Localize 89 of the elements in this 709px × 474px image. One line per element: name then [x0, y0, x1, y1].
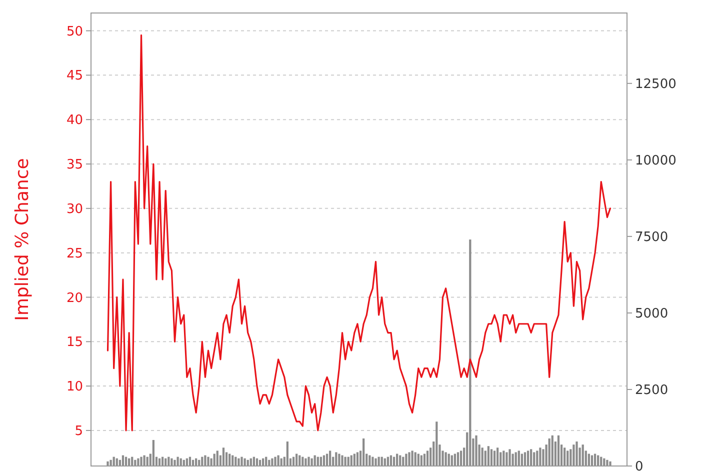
bar — [551, 435, 554, 466]
bar — [152, 440, 154, 466]
bar — [310, 458, 313, 466]
bar — [222, 448, 225, 466]
bar — [566, 450, 569, 466]
bar — [436, 422, 438, 466]
bar — [582, 444, 584, 466]
bar — [475, 435, 478, 466]
y-tick-label: 10 — [66, 380, 83, 395]
bar — [110, 460, 112, 466]
y2-tick-label: 0 — [635, 460, 644, 474]
bar — [271, 458, 274, 466]
y-axis-title: Implied % Chance — [12, 158, 33, 321]
bar — [426, 450, 429, 466]
bar — [469, 240, 472, 466]
bar — [536, 450, 538, 466]
bar — [557, 435, 560, 466]
bar — [204, 455, 206, 466]
y-tick-label: 45 — [66, 68, 83, 84]
bar — [609, 461, 612, 466]
bar — [564, 448, 566, 466]
y2-tick-label: 7500 — [635, 230, 668, 245]
bar — [143, 455, 146, 466]
bar — [444, 452, 447, 466]
bar — [335, 452, 338, 466]
line-series — [106, 34, 612, 432]
bar — [487, 446, 490, 466]
y-tick-label: 5 — [74, 424, 83, 440]
bar — [372, 456, 374, 466]
bar — [524, 452, 526, 466]
bar — [329, 450, 332, 466]
bar — [572, 444, 575, 466]
bar — [533, 452, 536, 466]
y2-tick-label: 5000 — [635, 306, 668, 322]
bar — [539, 448, 542, 466]
y2-tick-label: 10000 — [635, 153, 676, 168]
bar — [344, 456, 346, 466]
y-tick-label: 15 — [66, 335, 83, 350]
bar — [207, 456, 210, 466]
y2-tick-label: 2500 — [635, 383, 668, 398]
y-tick-label: 40 — [66, 113, 83, 128]
bar — [286, 442, 288, 466]
bar — [493, 450, 496, 466]
bar — [576, 442, 578, 466]
bar — [174, 460, 176, 466]
bar — [508, 449, 511, 466]
bar — [460, 450, 462, 466]
bar — [341, 455, 344, 466]
bar — [414, 452, 416, 466]
bar — [137, 458, 140, 466]
bar — [274, 456, 276, 466]
bar — [378, 456, 380, 466]
bar — [170, 458, 173, 466]
bar — [526, 450, 530, 466]
bar — [530, 449, 532, 466]
y2-tick-label: 12500 — [635, 76, 676, 92]
bar — [514, 452, 517, 466]
bar — [106, 461, 109, 466]
bar — [502, 450, 505, 466]
bar — [338, 454, 340, 466]
bar — [140, 456, 142, 466]
bar — [356, 452, 359, 466]
bar — [606, 460, 608, 466]
bar — [238, 458, 240, 466]
bar — [374, 458, 377, 466]
bar — [408, 452, 410, 466]
bar — [216, 450, 218, 466]
y-tick-label: 30 — [66, 202, 83, 217]
bar — [304, 458, 307, 466]
bar — [308, 456, 310, 466]
y-tick-label: 35 — [66, 158, 83, 173]
y-tick-label: 20 — [66, 290, 83, 306]
y-tick-label: 50 — [66, 24, 83, 40]
bar — [496, 448, 499, 466]
bar — [518, 450, 520, 466]
bar — [405, 454, 408, 466]
bar — [411, 450, 414, 466]
bar — [362, 438, 365, 466]
bar — [277, 455, 280, 466]
bar — [490, 449, 493, 466]
bar — [481, 448, 484, 466]
bar — [210, 458, 212, 466]
y-tick-label: 25 — [66, 246, 83, 262]
bar — [548, 438, 550, 466]
bar — [506, 452, 508, 466]
bar — [244, 458, 246, 466]
bar — [176, 456, 179, 466]
bar — [456, 452, 460, 466]
bar — [240, 456, 243, 466]
